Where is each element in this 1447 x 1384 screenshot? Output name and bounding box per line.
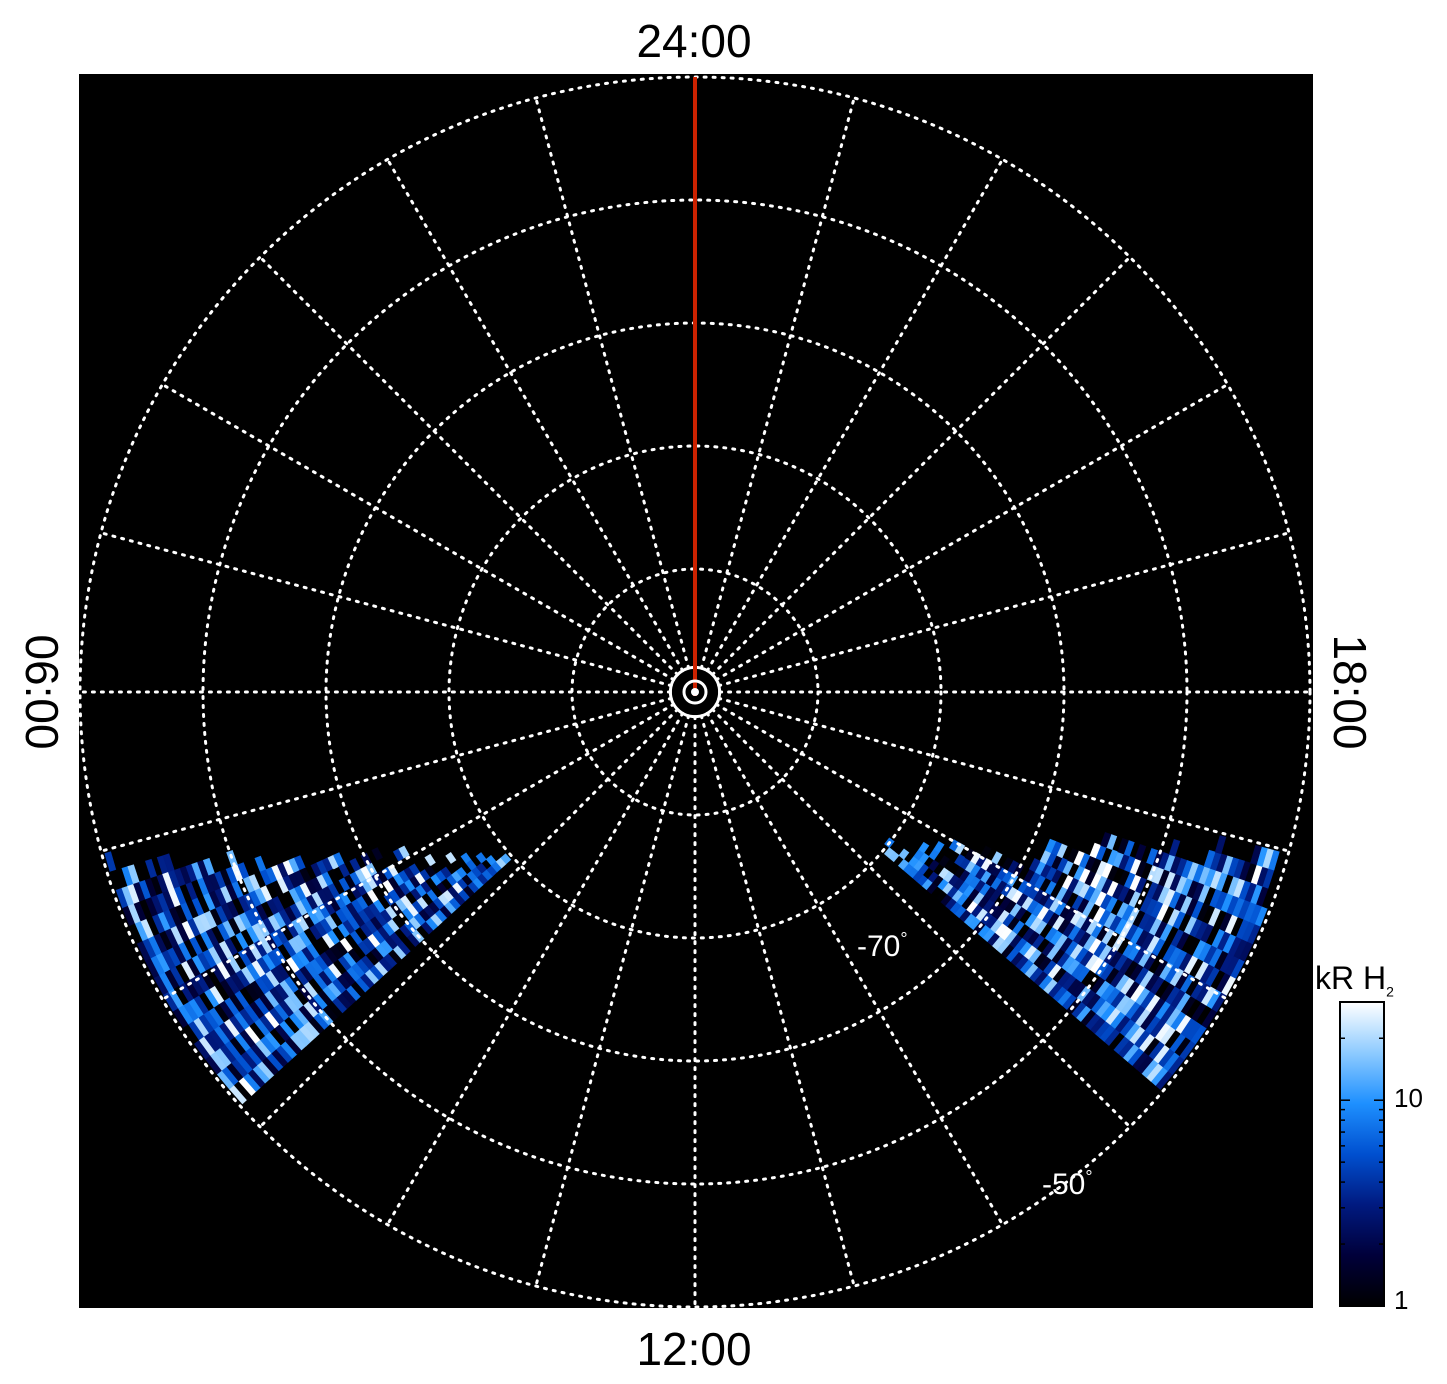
- heatmap-cell: [918, 841, 930, 854]
- pole-marker: [682, 679, 708, 705]
- heatmap-cell: [1017, 839, 1029, 854]
- local-time-label-right: 18:00: [1324, 634, 1376, 750]
- grid-meridian: [99, 531, 673, 688]
- heatmap-cell: [898, 848, 910, 860]
- grid-meridian: [534, 714, 691, 1288]
- heatmap-cell: [1117, 838, 1129, 855]
- heatmap-cell: [948, 839, 960, 852]
- grid-meridian: [705, 157, 1004, 673]
- colorbar-tick-label-10: 10: [1394, 1083, 1423, 1113]
- grid-meridian: [386, 711, 685, 1227]
- grid-meridian: [534, 96, 691, 670]
- heatmap-cell: [933, 840, 945, 853]
- local-time-label-top: 24:00: [636, 15, 752, 67]
- heatmap-cell: [500, 853, 512, 865]
- heatmap-cell: [445, 851, 457, 864]
- heatmap-cell: [980, 845, 992, 859]
- grid-meridian: [717, 531, 1291, 688]
- heatmap-cell: [1250, 845, 1262, 866]
- heatmap-cell: [371, 847, 383, 861]
- grid-meridian: [705, 711, 1004, 1227]
- heatmap-cell: [398, 845, 410, 859]
- colorbar-tick-label-1: 1: [1394, 1285, 1409, 1315]
- colorbar-gradient: [1339, 1001, 1385, 1307]
- colorbar-title: kR H2: [1315, 960, 1394, 1000]
- pole-dot: [691, 688, 699, 696]
- grid-meridian: [160, 383, 676, 682]
- colorbar: [1339, 1001, 1385, 1307]
- heatmap-cell: [1214, 835, 1227, 855]
- grid-meridian: [699, 714, 856, 1288]
- heatmap-cell: [1028, 858, 1041, 873]
- heatmap-cell: [1146, 848, 1158, 866]
- heatmap-cell: [1100, 832, 1112, 848]
- heatmap-cell: [1067, 848, 1079, 864]
- local-time-label-bottom: 12:00: [636, 1323, 752, 1375]
- grid-meridian: [99, 696, 673, 853]
- local-time-label-left: 06:00: [16, 634, 68, 750]
- colorbar-ticks: [1340, 1001, 1384, 1307]
- grid-meridian: [258, 255, 680, 677]
- heatmap-cell: [424, 853, 436, 867]
- pole-ring: [682, 679, 708, 705]
- grid-meridian: [714, 702, 1230, 1001]
- grid-meridian: [160, 702, 676, 1001]
- emission-heatmap: [104, 832, 1286, 1105]
- grid-meridian: [710, 255, 1132, 677]
- heatmap-cell: [1089, 842, 1101, 859]
- grid-meridian: [717, 696, 1291, 853]
- heatmap-cell: [938, 855, 950, 868]
- latitude-label-50: -50°: [1042, 1167, 1093, 1201]
- heatmap-cell: [1001, 857, 1014, 871]
- grid-circle-lat: [447, 444, 943, 940]
- grid-meridian: [258, 707, 680, 1129]
- heatmap-cell: [991, 851, 1003, 865]
- grid-meridian: [386, 157, 685, 673]
- heatmap-cell: [1203, 849, 1216, 869]
- heatmap-cell: [1168, 839, 1181, 857]
- grid-meridian: [714, 383, 1230, 682]
- grid-meridian: [710, 707, 1132, 1129]
- latitude-label-70: -70°: [857, 929, 908, 963]
- heatmap-cell: [1134, 844, 1147, 861]
- grid-meridian: [699, 96, 856, 670]
- heatmap-cell: [1044, 838, 1057, 854]
